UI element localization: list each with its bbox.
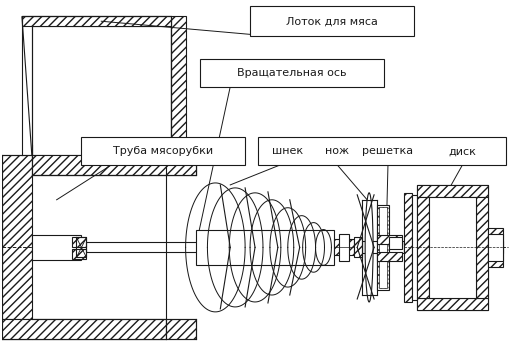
Bar bbox=[250, 6, 414, 36]
Bar bbox=[488, 234, 503, 261]
Bar bbox=[377, 236, 402, 244]
Bar bbox=[82, 137, 245, 165]
Bar bbox=[201, 59, 384, 87]
Text: диск: диск bbox=[448, 146, 476, 156]
Bar bbox=[428, 197, 476, 298]
Text: решетка: решетка bbox=[362, 146, 413, 156]
Text: шнек: шнек bbox=[272, 146, 303, 156]
Bar bbox=[417, 298, 488, 310]
Bar bbox=[417, 185, 488, 310]
Bar bbox=[32, 155, 196, 175]
Text: Труба мясорубки: Труба мясорубки bbox=[113, 146, 213, 156]
Polygon shape bbox=[171, 16, 186, 155]
Bar bbox=[72, 249, 86, 259]
Bar bbox=[32, 235, 82, 260]
Bar bbox=[334, 239, 354, 255]
Bar bbox=[258, 137, 506, 165]
Bar bbox=[340, 234, 349, 261]
Polygon shape bbox=[2, 155, 32, 339]
Bar bbox=[404, 193, 412, 302]
Bar bbox=[476, 197, 488, 298]
Bar bbox=[412, 195, 417, 300]
Bar bbox=[196, 230, 334, 265]
Bar bbox=[417, 185, 488, 197]
Bar bbox=[72, 237, 86, 247]
Bar bbox=[354, 237, 362, 257]
Bar bbox=[377, 252, 402, 261]
Polygon shape bbox=[2, 319, 166, 339]
Bar bbox=[379, 207, 387, 288]
Bar bbox=[377, 205, 389, 290]
Bar bbox=[417, 197, 428, 298]
Text: нож: нож bbox=[326, 146, 349, 156]
Text: Вращательная ось: Вращательная ось bbox=[238, 68, 347, 78]
Text: Лоток для мяса: Лоток для мяса bbox=[286, 16, 378, 26]
Polygon shape bbox=[32, 26, 171, 155]
Bar bbox=[488, 228, 503, 267]
Bar bbox=[2, 319, 166, 339]
Polygon shape bbox=[166, 319, 196, 339]
Ellipse shape bbox=[365, 193, 373, 302]
Bar bbox=[0, 220, 2, 279]
Bar bbox=[362, 242, 404, 253]
Polygon shape bbox=[22, 16, 171, 26]
Polygon shape bbox=[22, 16, 32, 155]
Polygon shape bbox=[166, 155, 196, 175]
Bar bbox=[389, 237, 402, 249]
Bar bbox=[86, 243, 201, 252]
Bar bbox=[404, 242, 503, 253]
